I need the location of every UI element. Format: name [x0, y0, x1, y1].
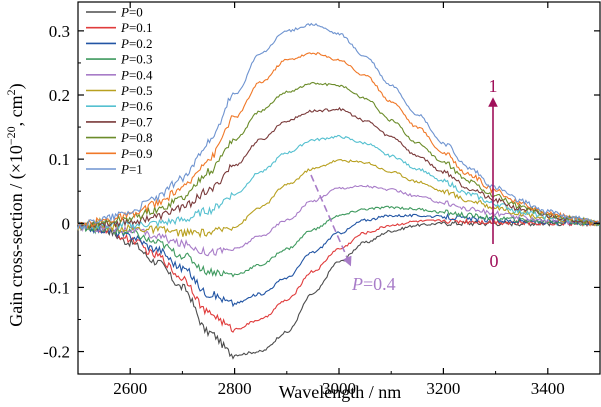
x-tick-label: 2800	[218, 379, 252, 398]
legend-entry: P=1	[120, 162, 143, 177]
y-tick-label: 0.2	[49, 86, 70, 105]
annotations: 1 0 P=0.4	[310, 76, 499, 294]
legend-entry: P=0.1	[120, 20, 153, 35]
series-line	[77, 184, 600, 257]
series-line	[77, 22, 600, 230]
arrow-top-label: 1	[489, 76, 498, 96]
legend-entry: P=0.5	[120, 83, 153, 98]
legend-entry: P=0.7	[120, 114, 153, 129]
p-04-label: P=0.4	[351, 274, 396, 294]
series-line	[77, 106, 600, 230]
x-axis-title: Wavelength / nm	[279, 382, 402, 402]
legend-entry: P=0.2	[120, 36, 153, 51]
legend-entry: P=0.3	[120, 52, 153, 67]
y-axis-title: Gain cross-section / (×10−20, cm2)	[4, 83, 27, 326]
x-tick-label: 3000	[322, 379, 356, 398]
series-line	[77, 81, 600, 231]
y-tick-label: -0.2	[43, 343, 70, 362]
series-line	[77, 134, 600, 231]
series-line	[77, 159, 600, 239]
legend: P=0P=0.1P=0.2P=0.3P=0.4P=0.5P=0.6P=0.7P=…	[86, 5, 153, 177]
y-axis-title-exponent: −20	[4, 126, 18, 145]
legend-entry: P=0.8	[120, 130, 153, 145]
arrow-bottom-label: 0	[490, 251, 499, 271]
p-04-pointer-arrow	[310, 174, 352, 267]
legend-entry: P=0.4	[120, 67, 153, 82]
legend-entry: P=0.9	[120, 146, 153, 161]
series-line	[77, 219, 600, 360]
y-tick-label: 0.3	[49, 22, 70, 41]
series-line	[77, 212, 600, 308]
x-tick-label: 2600	[113, 379, 147, 398]
y-tick-label: -0.1	[43, 278, 70, 297]
series-line	[77, 205, 600, 278]
x-tick-label: 3400	[531, 379, 565, 398]
legend-entry: P=0.6	[120, 99, 153, 114]
tick-layer: 2600 2800 3000 3200 3400 -0.2 -0.1 0 0.1 0.2 0.3	[43, 2, 601, 398]
x-tick-label: 3200	[426, 379, 460, 398]
series-layer	[77, 22, 600, 360]
series-line	[77, 51, 600, 230]
y-tick-label: 0.1	[49, 150, 70, 169]
series-line	[77, 218, 600, 333]
y-axis-title-unit-exponent: 2	[4, 89, 18, 95]
legend-entry: P=0	[120, 5, 143, 20]
y-tick-label: 0	[62, 214, 71, 233]
